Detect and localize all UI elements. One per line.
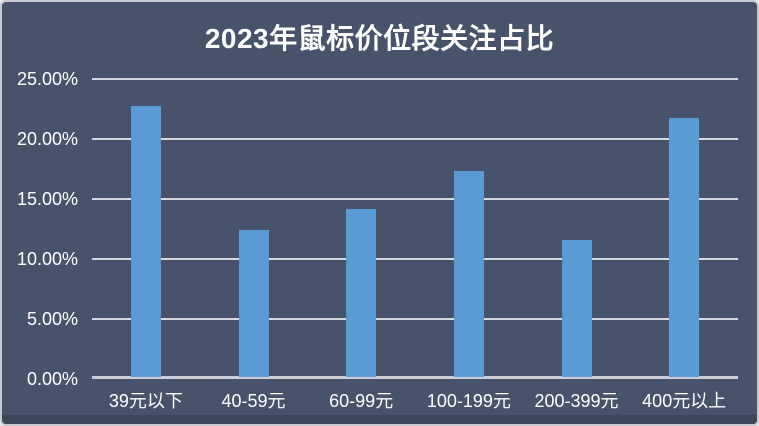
bar	[346, 208, 377, 377]
y-axis-tick-label: 10.00%	[16, 249, 78, 269]
gridline	[92, 78, 738, 80]
plot-area	[92, 78, 738, 379]
gridline	[92, 318, 738, 320]
y-axis-tick-label: 15.00%	[16, 189, 78, 209]
gridline	[92, 198, 738, 200]
y-axis-tick-label: 25.00%	[16, 69, 78, 89]
bar	[561, 239, 592, 377]
x-axis-category-label: 400元以上	[642, 391, 727, 411]
x-axis-category-label: 100-199元	[426, 391, 511, 411]
bar	[453, 170, 484, 377]
gridline	[92, 258, 738, 260]
x-axis: 39元以下 40-59元 60-99元 100-199元 200-399元 400元以上	[92, 390, 738, 412]
y-axis-tick-label: 5.00%	[26, 309, 78, 329]
y-axis-tick-label: 20.00%	[16, 129, 78, 149]
x-axis-baseline	[92, 376, 738, 379]
x-axis-category-label: 39元以下	[108, 391, 183, 411]
x-axis-category-label: 60-99元	[329, 391, 394, 411]
y-axis-tick-label: 0.00%	[26, 369, 78, 389]
bottom-strip	[2, 415, 757, 424]
gridline	[92, 138, 738, 140]
y-axis: 25.00% 20.00% 15.00% 10.00% 5.00% 0.00%	[2, 2, 80, 424]
x-axis-category-label: 40-59元	[221, 391, 286, 411]
chart-title: 2023年鼠标价位段关注占比	[204, 23, 555, 54]
bar	[669, 118, 700, 377]
x-axis-category-label: 200-399元	[534, 391, 619, 411]
bar	[130, 106, 161, 377]
bar	[238, 230, 269, 377]
